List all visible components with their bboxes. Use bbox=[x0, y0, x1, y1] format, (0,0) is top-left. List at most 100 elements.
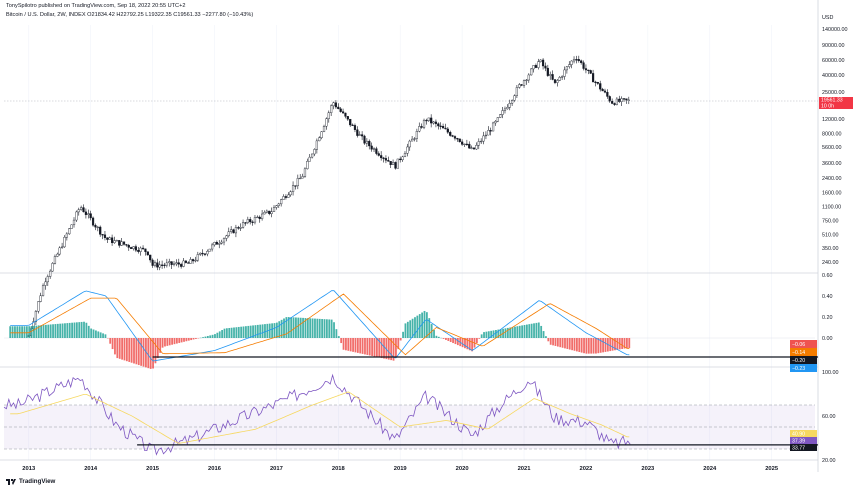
macd-histogram-bar bbox=[556, 338, 559, 347]
candle-body bbox=[513, 95, 516, 101]
macd-histogram-bar bbox=[395, 338, 397, 358]
macd-histogram-bar bbox=[585, 338, 588, 354]
candle-body bbox=[499, 114, 502, 118]
macd-histogram-bar bbox=[214, 334, 216, 338]
candle-body bbox=[291, 185, 295, 192]
macd-value-label: −0.23 bbox=[792, 366, 805, 372]
candle-body bbox=[599, 83, 602, 90]
candle-body bbox=[34, 311, 38, 322]
macd-histogram-bar bbox=[345, 338, 347, 351]
macd-histogram-bar bbox=[621, 338, 624, 349]
candle-body bbox=[339, 108, 342, 112]
macd-histogram-bar bbox=[514, 326, 516, 338]
publisher-line: TonySpilotro published on TradingView.co… bbox=[6, 3, 186, 9]
macd-histogram-bar bbox=[149, 338, 152, 369]
candle-body bbox=[565, 66, 568, 71]
macd-histogram-bar bbox=[625, 338, 628, 349]
macd-histogram-bar bbox=[371, 338, 374, 356]
tradingview-brand[interactable]: TradingView bbox=[6, 478, 55, 485]
candle-body bbox=[449, 132, 452, 136]
macd-histogram-bar bbox=[535, 322, 538, 338]
candle-body bbox=[506, 107, 509, 110]
candle-body bbox=[170, 261, 173, 265]
candle-body bbox=[539, 59, 542, 62]
candle-body bbox=[482, 135, 485, 142]
macd-histogram-bar bbox=[171, 338, 174, 345]
macd-histogram-bar bbox=[352, 338, 354, 352]
macd-histogram-bar bbox=[190, 338, 193, 341]
macd-histogram-bar bbox=[228, 327, 231, 338]
rsi-value-tag bbox=[790, 444, 817, 451]
macd-histogram-bar bbox=[37, 325, 40, 338]
candle-body bbox=[84, 211, 88, 215]
candle-body bbox=[75, 211, 78, 221]
candle-body bbox=[53, 256, 57, 264]
candle-body bbox=[334, 102, 338, 108]
macd-histogram-bar bbox=[254, 325, 257, 338]
candle-body bbox=[46, 276, 49, 283]
macd-histogram-bar bbox=[399, 338, 402, 341]
candle-body bbox=[141, 247, 145, 250]
macd-histogram-bar bbox=[511, 327, 514, 338]
candle-body bbox=[401, 156, 404, 161]
macd-histogram-bar bbox=[240, 326, 243, 338]
macd-histogram-bar bbox=[104, 334, 107, 338]
candle-body bbox=[563, 69, 566, 77]
candle-body bbox=[625, 98, 628, 101]
candle-body bbox=[277, 203, 280, 206]
macd-tick-label: 0.00 bbox=[822, 336, 833, 342]
candle-body bbox=[372, 148, 376, 150]
macd-histogram-bar bbox=[56, 323, 59, 338]
macd-histogram-bar bbox=[223, 328, 226, 338]
candle-body bbox=[230, 229, 233, 232]
candle-body bbox=[51, 263, 54, 272]
candle-body bbox=[380, 155, 383, 159]
macd-histogram-bar bbox=[321, 319, 324, 338]
candle-body bbox=[530, 68, 533, 76]
rsi-value-tag bbox=[790, 437, 817, 444]
macd-histogram-bar bbox=[68, 322, 71, 338]
candle-body bbox=[80, 207, 83, 210]
time-axis: 2013 2014 2015 2016 2017 2018 2019 2020 2021 2022… bbox=[22, 466, 779, 472]
candle-body bbox=[325, 118, 328, 127]
macd-histogram-bar bbox=[537, 322, 540, 338]
macd-histogram-bar bbox=[545, 336, 547, 338]
candle-body bbox=[56, 253, 59, 257]
macd-histogram-bar bbox=[233, 327, 235, 338]
candle-body bbox=[313, 149, 316, 155]
macd-histogram-bar bbox=[452, 338, 454, 344]
macd-histogram-bar bbox=[302, 317, 304, 338]
candle-body bbox=[127, 244, 130, 248]
macd-histogram-bar bbox=[604, 338, 607, 352]
macd-histogram-bar bbox=[568, 338, 571, 350]
candle-body bbox=[180, 264, 183, 267]
macd-histogram-bar bbox=[437, 336, 440, 338]
candle-body bbox=[480, 140, 483, 143]
macd-histogram-bar bbox=[597, 338, 600, 354]
candle-body bbox=[77, 209, 80, 213]
macd-histogram-bar bbox=[580, 338, 583, 353]
macd-histogram-bar bbox=[492, 330, 495, 338]
candle-body bbox=[580, 60, 583, 63]
macd-value-tag bbox=[790, 348, 817, 356]
macd-histogram-bar bbox=[185, 338, 188, 342]
macd-histogram-bar bbox=[549, 338, 552, 345]
candle-body bbox=[234, 227, 238, 234]
candle-body bbox=[606, 92, 609, 97]
candle-body bbox=[206, 251, 209, 255]
candle-body bbox=[94, 224, 97, 228]
macd-histogram-bar bbox=[464, 338, 466, 349]
candle-body bbox=[311, 153, 314, 158]
macd-histogram-bar bbox=[554, 338, 557, 346]
macd-histogram-bar bbox=[504, 328, 507, 338]
macd-histogram-bar bbox=[235, 327, 238, 338]
candle-body bbox=[146, 251, 149, 256]
macd-histogram-bar bbox=[137, 338, 140, 366]
macd-histogram-bar bbox=[425, 312, 428, 338]
macd-histogram-bar bbox=[497, 329, 500, 338]
last-price-tag bbox=[819, 97, 853, 110]
macd-histogram-bar bbox=[559, 338, 562, 348]
macd-histogram-bar bbox=[306, 318, 309, 338]
macd-histogram-bar bbox=[154, 338, 157, 364]
